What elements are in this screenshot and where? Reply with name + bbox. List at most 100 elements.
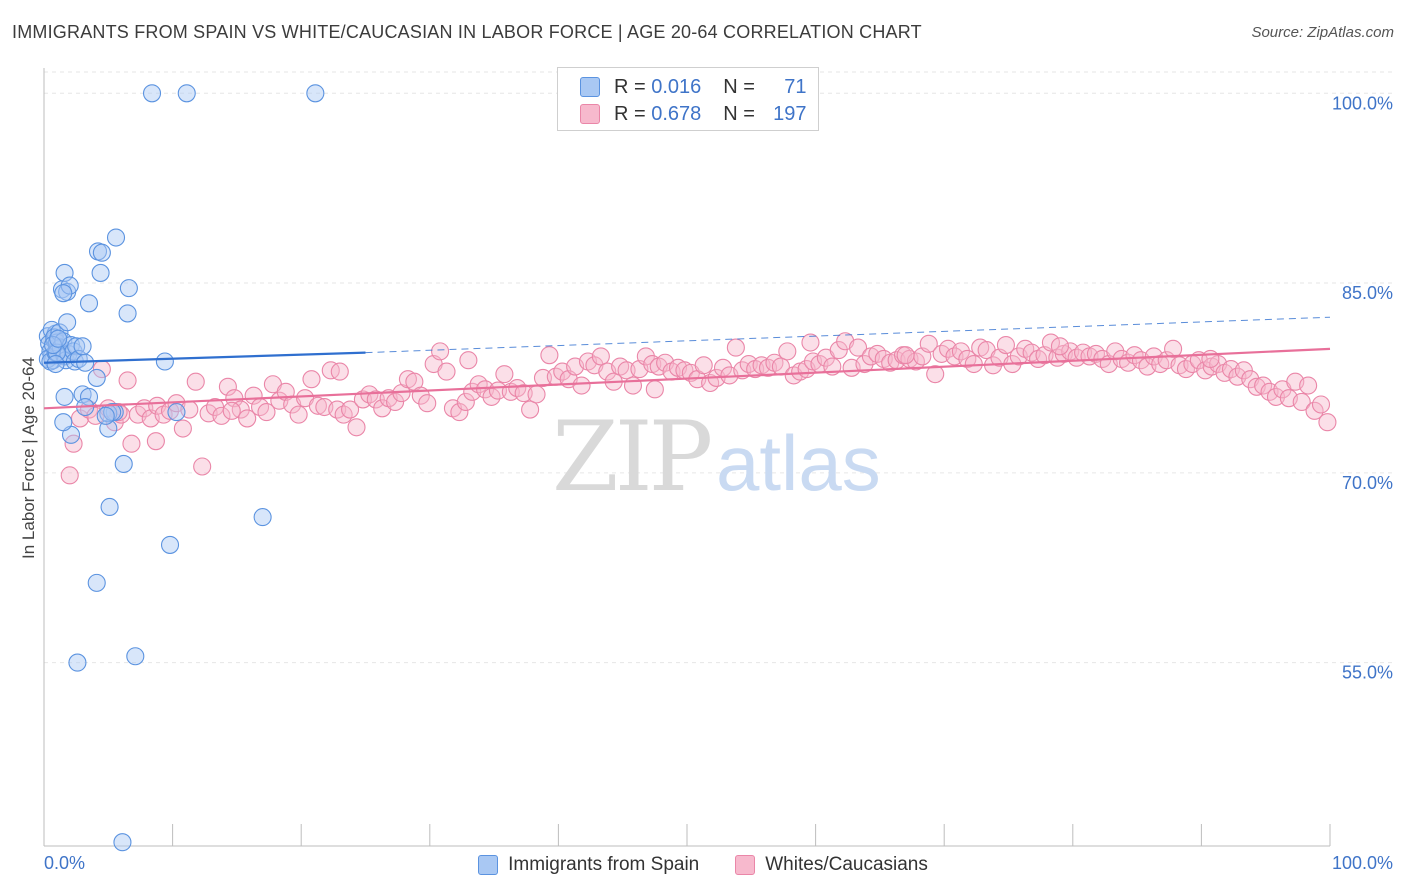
data-point-immigrants-from-spain bbox=[76, 353, 95, 372]
data-point-immigrants-from-spain bbox=[58, 313, 77, 332]
data-point-whites-caucasians bbox=[591, 347, 610, 366]
data-point-whites-caucasians bbox=[60, 466, 79, 485]
data-point-whites-caucasians bbox=[1311, 395, 1331, 414]
data-point-immigrants-from-spain bbox=[177, 84, 196, 103]
data-point-whites-caucasians bbox=[289, 405, 308, 424]
data-point-whites-caucasians bbox=[437, 362, 456, 381]
y-tick-label: 100.0% bbox=[1332, 93, 1393, 113]
data-point-whites-caucasians bbox=[238, 409, 257, 428]
data-point-whites-caucasians bbox=[418, 394, 437, 413]
trend-line-immigrants-from-spain bbox=[43, 351, 366, 364]
data-point-whites-caucasians bbox=[118, 371, 137, 390]
legend-swatch-pink bbox=[580, 104, 600, 124]
legend-r-label: R = bbox=[614, 102, 646, 125]
data-point-immigrants-from-spain bbox=[142, 84, 162, 103]
data-point-immigrants-from-spain bbox=[114, 454, 133, 474]
legend-n-label: N = bbox=[723, 75, 755, 98]
data-point-immigrants-from-spain bbox=[87, 573, 106, 592]
data-point-whites-caucasians bbox=[996, 335, 1015, 355]
data-point-whites-caucasians bbox=[366, 390, 385, 409]
data-point-whites-caucasians bbox=[1164, 339, 1183, 358]
y-tick-label: 55.0% bbox=[1342, 663, 1393, 683]
data-point-immigrants-from-spain bbox=[68, 653, 87, 672]
data-point-whites-caucasians bbox=[341, 400, 360, 419]
data-point-immigrants-from-spain bbox=[79, 294, 99, 313]
legend-row-blue: R = 0.016 N = 71 bbox=[580, 75, 807, 99]
data-point-whites-caucasians bbox=[222, 401, 241, 420]
legend-swatch-pink bbox=[735, 855, 756, 875]
x-tick-label: 100.0% bbox=[1332, 853, 1393, 873]
data-point-whites-caucasians bbox=[212, 406, 231, 425]
data-point-whites-caucasians bbox=[186, 372, 205, 391]
data-point-whites-caucasians bbox=[726, 338, 745, 357]
axes bbox=[43, 68, 1331, 847]
legend-n-value: 71 bbox=[784, 75, 807, 98]
data-point-immigrants-from-spain bbox=[118, 304, 137, 323]
data-point-whites-caucasians bbox=[459, 351, 478, 370]
y-tick-label: 70.0% bbox=[1342, 473, 1393, 493]
data-point-whites-caucasians bbox=[205, 397, 225, 417]
legend-item-whites-caucasians[interactable]: Whites/Caucasians bbox=[735, 854, 928, 876]
legend-n-label: N = bbox=[723, 102, 755, 125]
data-point-immigrants-from-spain bbox=[55, 387, 74, 406]
data-point-immigrants-from-spain bbox=[253, 508, 272, 527]
legend-label: Immigrants from Spain bbox=[508, 854, 700, 875]
data-point-immigrants-from-spain bbox=[96, 406, 115, 425]
data-point-whites-caucasians bbox=[1299, 376, 1318, 395]
data-point-whites-caucasians bbox=[173, 419, 192, 438]
data-point-immigrants-from-spain bbox=[54, 284, 73, 303]
data-point-whites-caucasians bbox=[521, 400, 540, 419]
data-point-whites-caucasians bbox=[321, 361, 340, 380]
data-point-whites-caucasians bbox=[623, 376, 643, 395]
data-point-immigrants-from-spain bbox=[91, 263, 110, 282]
data-point-whites-caucasians bbox=[431, 342, 450, 361]
legend-item-immigrants-from-spain[interactable]: Immigrants from Spain bbox=[478, 854, 699, 876]
legend-row-pink: R = 0.678 N = 197 bbox=[580, 102, 807, 126]
data-point-whites-caucasians bbox=[527, 385, 546, 404]
data-point-whites-caucasians bbox=[1221, 360, 1241, 379]
data-point-immigrants-from-spain bbox=[54, 413, 73, 432]
data-point-whites-caucasians bbox=[386, 392, 405, 412]
data-point-whites-caucasians bbox=[302, 370, 321, 389]
trend-line-whites-caucasians bbox=[43, 347, 1331, 410]
data-point-whites-caucasians bbox=[347, 418, 366, 437]
data-point-whites-caucasians bbox=[533, 368, 553, 387]
data-point-whites-caucasians bbox=[617, 361, 636, 380]
data-point-immigrants-from-spain bbox=[113, 833, 132, 852]
legend-swatch-blue bbox=[478, 855, 499, 875]
watermark-atlas: atlas bbox=[716, 419, 881, 507]
data-point-whites-caucasians bbox=[122, 434, 141, 453]
y-axis-title: In Labor Force | Age 20-64 bbox=[19, 357, 38, 559]
data-point-whites-caucasians bbox=[218, 377, 237, 396]
y-tick-label: 85.0% bbox=[1342, 283, 1393, 303]
stats-legend: R = 0.016 N = 71 R = 0.678 N = 197 bbox=[557, 67, 819, 131]
data-point-whites-caucasians bbox=[848, 338, 868, 357]
trend-line-immigrants-from-spain-extrapolated bbox=[365, 316, 1331, 354]
data-point-whites-caucasians bbox=[450, 403, 469, 422]
data-point-whites-caucasians bbox=[1050, 337, 1069, 356]
legend-r-value: 0.678 bbox=[651, 102, 702, 125]
data-point-immigrants-from-spain bbox=[100, 497, 119, 517]
data-point-whites-caucasians bbox=[896, 346, 915, 365]
watermark-zip: ZIP bbox=[552, 401, 711, 513]
data-point-immigrants-from-spain bbox=[160, 535, 180, 554]
data-point-whites-caucasians bbox=[495, 365, 514, 384]
x-tick-label: 0.0% bbox=[44, 853, 85, 873]
data-point-immigrants-from-spain bbox=[167, 403, 186, 422]
data-point-immigrants-from-spain bbox=[106, 228, 126, 247]
legend-swatch-blue bbox=[580, 77, 600, 97]
legend-label: Whites/Caucasians bbox=[765, 854, 928, 875]
chart-title: IMMIGRANTS FROM SPAIN VS WHITE/CAUCASIAN… bbox=[12, 22, 922, 42]
data-point-immigrants-from-spain bbox=[306, 84, 325, 103]
data-point-whites-caucasians bbox=[1234, 361, 1253, 380]
data-point-whites-caucasians bbox=[231, 400, 250, 419]
data-point-whites-caucasians bbox=[636, 347, 655, 366]
y-tick-labels: 100.0% 85.0% 70.0% 55.0% bbox=[1332, 93, 1393, 682]
data-point-whites-caucasians bbox=[456, 392, 475, 412]
data-point-immigrants-from-spain bbox=[60, 276, 79, 295]
data-point-whites-caucasians bbox=[193, 457, 212, 476]
x-tick-labels: 0.0% 100.0% bbox=[44, 853, 1393, 873]
data-point-whites-caucasians bbox=[540, 346, 559, 365]
data-point-whites-caucasians bbox=[801, 333, 820, 352]
